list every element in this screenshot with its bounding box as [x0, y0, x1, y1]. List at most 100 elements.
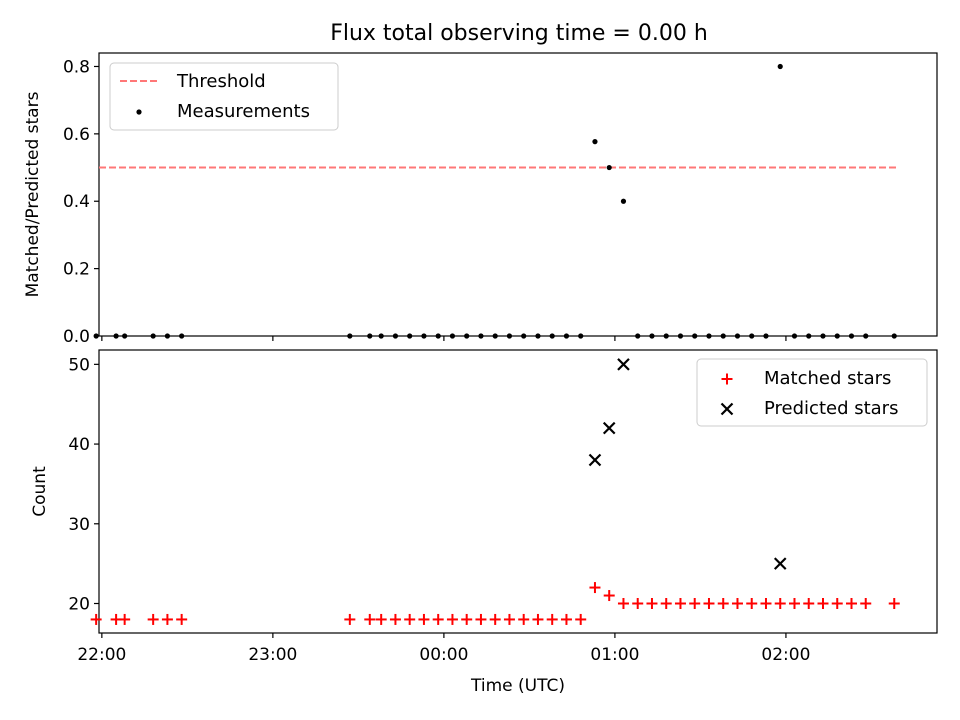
measurement-point-7 [367, 333, 373, 339]
bottom-legend-box [696, 358, 928, 427]
matched-point-36 [774, 598, 786, 610]
matched-point-30 [689, 598, 701, 610]
measurement-point-3 [150, 333, 156, 339]
measurement-point-30 [692, 333, 698, 339]
legend-plus-marker [721, 373, 733, 385]
bottom-x-axis: 22:00 23:00 00:00 01:00 02:00 [77, 633, 810, 665]
bottom-y-axis: 20 30 40 50 [68, 355, 99, 615]
top-ytick-label-0: 0.0 [63, 327, 90, 347]
measurement-point-39 [820, 333, 826, 339]
predicted-point-2 [617, 358, 630, 371]
matched-point-0 [90, 613, 102, 625]
top-panel-frame [98, 52, 938, 337]
matched-point-28 [660, 598, 672, 610]
bottom-ytick-label-3: 50 [68, 355, 90, 375]
top-y-axis: 0.0 0.2 0.4 0.6 0.8 [63, 57, 99, 347]
measurement-point-16 [492, 333, 498, 339]
chart-title: Flux total observing time = 0.00 h [330, 21, 708, 46]
matched-point-39 [817, 598, 829, 610]
measurement-point-18 [521, 333, 527, 339]
matched-point-31 [703, 598, 715, 610]
matched-point-2 [119, 613, 131, 625]
bottom-panel-frame [98, 349, 938, 634]
matched-point-19 [532, 613, 544, 625]
legend-matched-swatch [721, 373, 733, 385]
measurement-point-5 [179, 333, 185, 339]
top-panel: 0.00.20.40.60.8 Matched/Predicted stars … [23, 52, 938, 347]
measurement-point-26 [635, 333, 641, 339]
matched-point-42 [860, 598, 872, 610]
top-ytick-label-2: 0.4 [63, 192, 90, 212]
measurement-point-27 [649, 333, 655, 339]
matched-point-7 [364, 613, 376, 625]
measurement-point-11 [421, 333, 427, 339]
measurement-point-25 [620, 198, 627, 204]
measurement-point-28 [663, 333, 669, 339]
measurement-point-31 [706, 333, 712, 339]
matched-point-3 [147, 613, 159, 625]
matched-point-26 [632, 598, 644, 610]
bottom-ytick-label-1: 30 [68, 515, 90, 535]
legend-predicted-label: Predicted stars [764, 398, 898, 419]
measurement-point-41 [848, 333, 855, 339]
matched-point-12 [432, 613, 444, 625]
matched-point-23 [589, 582, 601, 594]
matched-point-17 [503, 613, 515, 625]
measurement-point-43 [891, 333, 897, 339]
measurement-point-15 [478, 333, 484, 339]
matched-point-18 [518, 613, 530, 625]
matched-point-5 [176, 613, 188, 625]
matched-point-14 [461, 613, 473, 625]
matched-point-37 [788, 598, 800, 610]
measurement-point-42 [863, 333, 869, 339]
legend-measurements-label: Measurements [177, 101, 310, 122]
measurement-point-33 [734, 333, 741, 339]
xtick-label-3: 01:00 [590, 645, 639, 665]
top-ytick-label-4: 0.8 [63, 57, 90, 77]
matched-point-38 [803, 598, 815, 610]
measurement-point-9 [392, 333, 399, 339]
legend-x-marker [720, 402, 734, 416]
predicted-point-3 [773, 557, 787, 570]
measurement-point-6 [347, 333, 353, 339]
legend-predicted-swatch [720, 402, 734, 416]
bottom-panel: 20 30 40 50 22:00 23:00 00:00 01:00 02:00 Count… [30, 349, 938, 696]
matched-point-9 [389, 613, 401, 625]
measurement-point-29 [677, 333, 684, 339]
top-y-axis-label: Matched/Predicted stars [23, 91, 43, 297]
measurement-point-4 [164, 333, 171, 339]
matched-point-8 [375, 613, 387, 625]
top-plot-area [93, 63, 898, 339]
measurement-point-20 [549, 333, 555, 339]
matched-point-22 [575, 613, 587, 625]
matched-point-41 [845, 598, 857, 610]
legend-matched-label: Matched stars [764, 368, 891, 389]
bottom-plot-area [90, 358, 900, 625]
measurement-point-40 [834, 333, 840, 339]
measurement-point-13 [449, 333, 456, 339]
measurement-point-14 [464, 333, 470, 339]
matched-point-35 [760, 598, 772, 610]
measurement-point-2 [122, 333, 128, 339]
top-x-ticks [101, 336, 787, 341]
top-ytick-label-1: 0.2 [63, 260, 90, 280]
measurement-point-21 [563, 333, 570, 339]
matched-point-20 [546, 613, 558, 625]
matched-point-25 [617, 598, 629, 610]
measurement-point-22 [578, 333, 584, 339]
measurement-point-37 [791, 333, 798, 339]
measurement-point-10 [407, 333, 413, 339]
matched-point-40 [831, 598, 843, 610]
matched-point-13 [446, 613, 458, 625]
matched-point-6 [344, 613, 356, 625]
measurement-point-19 [535, 333, 541, 339]
legend-threshold-label: Threshold [176, 71, 266, 92]
measurement-point-35 [763, 333, 769, 339]
x-axis-label: Time (UTC) [470, 676, 565, 696]
matched-point-11 [418, 613, 430, 625]
measurement-point-12 [435, 333, 441, 339]
xtick-label-4: 02:00 [761, 645, 810, 665]
matched-point-43 [888, 598, 900, 610]
measurement-point-36 [777, 63, 783, 70]
